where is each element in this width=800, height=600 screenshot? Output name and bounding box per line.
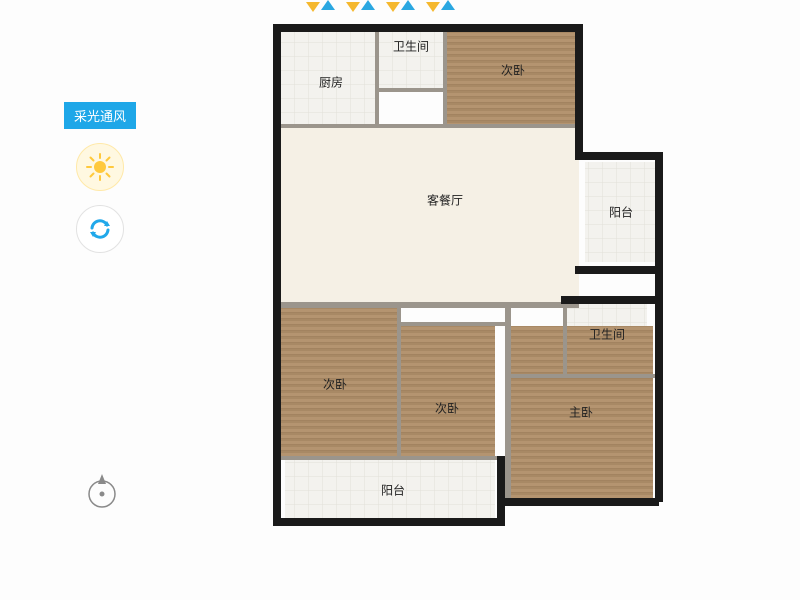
room-label-balcony_e: 阳台: [609, 204, 633, 221]
room-label-bath1: 卫生间: [393, 38, 429, 55]
room-label-bed_sc: 次卧: [435, 400, 459, 417]
floor-plan: [0, 0, 800, 600]
room-label-bed_sw: 次卧: [323, 376, 347, 393]
room-label-bed_se: 主卧: [569, 404, 593, 421]
room-label-balcony_s: 阳台: [381, 482, 405, 499]
room-label-bath2: 卫生间: [589, 326, 625, 343]
room-label-kitchen: 厨房: [319, 74, 343, 91]
room-label-bed_nw: 次卧: [501, 62, 525, 79]
room-label-living: 客餐厅: [427, 192, 463, 209]
